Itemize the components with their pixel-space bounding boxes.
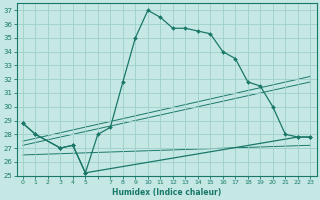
X-axis label: Humidex (Indice chaleur): Humidex (Indice chaleur) bbox=[112, 188, 221, 197]
